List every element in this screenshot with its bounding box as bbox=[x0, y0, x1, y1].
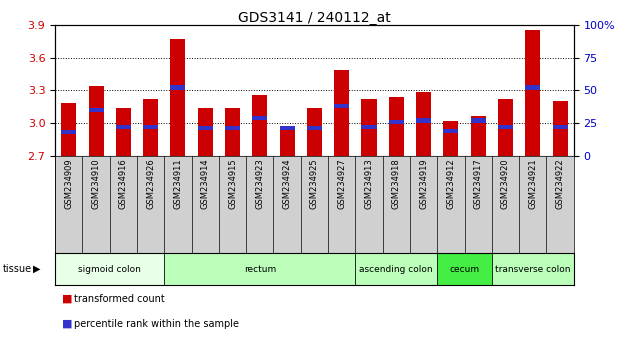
Bar bbox=[88, 108, 104, 112]
Text: GSM234912: GSM234912 bbox=[446, 159, 455, 209]
Bar bbox=[355, 253, 437, 285]
Bar bbox=[470, 116, 486, 156]
Bar bbox=[171, 39, 185, 156]
Text: GSM234914: GSM234914 bbox=[201, 159, 210, 209]
Bar bbox=[389, 97, 404, 156]
Bar bbox=[279, 127, 295, 156]
Bar bbox=[492, 253, 574, 285]
Bar bbox=[143, 99, 158, 156]
Bar bbox=[334, 69, 349, 156]
Bar bbox=[116, 108, 131, 156]
Bar bbox=[498, 125, 513, 129]
Bar bbox=[470, 118, 486, 122]
Bar bbox=[416, 92, 431, 156]
Text: rectum: rectum bbox=[244, 264, 276, 274]
Bar bbox=[225, 126, 240, 130]
Bar bbox=[225, 108, 240, 156]
Text: ascending colon: ascending colon bbox=[360, 264, 433, 274]
Text: GSM234911: GSM234911 bbox=[174, 159, 183, 209]
Bar bbox=[525, 85, 540, 90]
Bar bbox=[389, 120, 404, 124]
Text: GSM234922: GSM234922 bbox=[556, 159, 565, 209]
Text: GSM234924: GSM234924 bbox=[283, 159, 292, 209]
Text: GSM234913: GSM234913 bbox=[365, 159, 374, 210]
Bar bbox=[164, 253, 355, 285]
Bar bbox=[62, 130, 76, 135]
Text: GSM234921: GSM234921 bbox=[528, 159, 537, 209]
Text: transformed count: transformed count bbox=[74, 294, 165, 304]
Text: tissue: tissue bbox=[3, 264, 32, 274]
Bar bbox=[498, 99, 513, 156]
Text: GSM234919: GSM234919 bbox=[419, 159, 428, 209]
Bar bbox=[437, 253, 492, 285]
Text: GSM234916: GSM234916 bbox=[119, 159, 128, 210]
Bar bbox=[253, 95, 267, 156]
Text: GDS3141 / 240112_at: GDS3141 / 240112_at bbox=[238, 11, 391, 25]
Bar bbox=[362, 125, 376, 129]
Bar bbox=[197, 126, 213, 130]
Bar bbox=[116, 125, 131, 129]
Bar bbox=[143, 125, 158, 129]
Text: cecum: cecum bbox=[449, 264, 479, 274]
Text: sigmoid colon: sigmoid colon bbox=[78, 264, 141, 274]
Text: GSM234925: GSM234925 bbox=[310, 159, 319, 209]
Bar bbox=[553, 125, 567, 129]
Bar bbox=[307, 108, 322, 156]
Bar bbox=[553, 101, 567, 156]
Text: ▶: ▶ bbox=[33, 264, 41, 274]
Bar bbox=[279, 126, 295, 130]
Text: GSM234927: GSM234927 bbox=[337, 159, 346, 210]
Text: GSM234910: GSM234910 bbox=[92, 159, 101, 209]
Text: GSM234909: GSM234909 bbox=[64, 159, 73, 209]
Text: ■: ■ bbox=[62, 294, 72, 304]
Bar bbox=[444, 121, 458, 156]
Bar bbox=[362, 99, 376, 156]
Bar bbox=[253, 116, 267, 120]
Bar bbox=[62, 103, 76, 156]
Text: GSM234915: GSM234915 bbox=[228, 159, 237, 209]
Bar bbox=[307, 126, 322, 130]
Text: GSM234918: GSM234918 bbox=[392, 159, 401, 210]
Text: percentile rank within the sample: percentile rank within the sample bbox=[74, 319, 239, 329]
Bar bbox=[525, 30, 540, 156]
Bar bbox=[197, 108, 213, 156]
Bar bbox=[171, 85, 185, 90]
Text: GSM234917: GSM234917 bbox=[474, 159, 483, 210]
Bar bbox=[88, 86, 104, 156]
Text: GSM234920: GSM234920 bbox=[501, 159, 510, 209]
Text: GSM234923: GSM234923 bbox=[255, 159, 264, 210]
Text: ■: ■ bbox=[62, 319, 72, 329]
Text: transverse colon: transverse colon bbox=[495, 264, 570, 274]
Bar bbox=[55, 253, 164, 285]
Bar bbox=[444, 129, 458, 133]
Text: GSM234926: GSM234926 bbox=[146, 159, 155, 210]
Bar bbox=[416, 118, 431, 122]
Bar bbox=[334, 104, 349, 108]
